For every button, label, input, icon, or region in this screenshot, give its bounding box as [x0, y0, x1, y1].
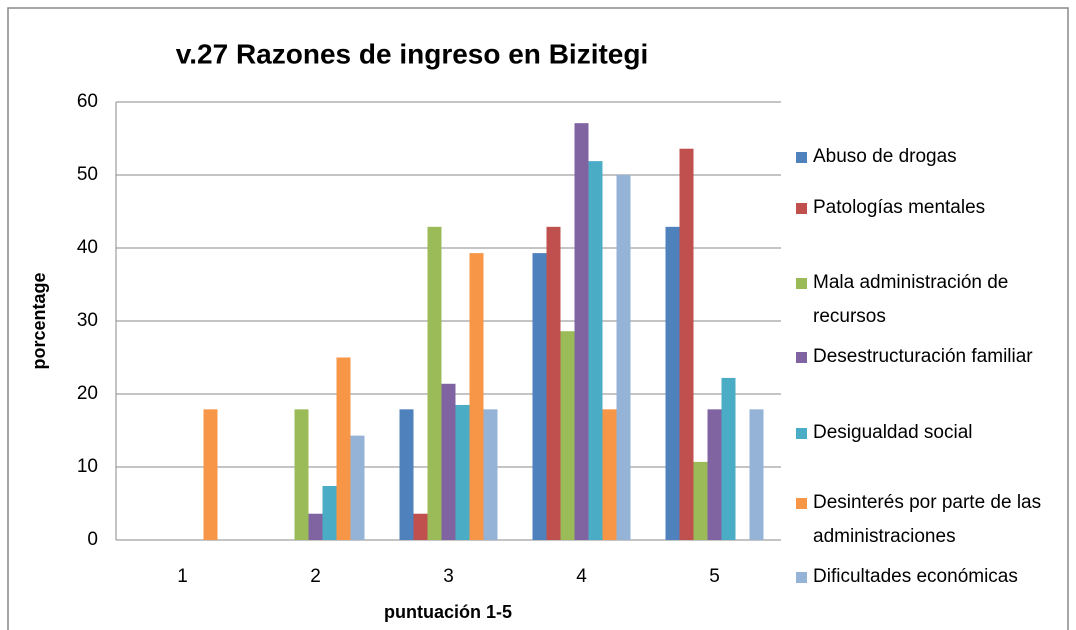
legend-item: Patologías mentales: [796, 191, 1071, 225]
bar: [203, 409, 218, 540]
legend-label: Dificultades económicas: [813, 566, 1018, 587]
bar: [427, 226, 442, 540]
x-tick-label: 1: [177, 566, 188, 587]
bar: [693, 461, 708, 540]
bar: [749, 409, 764, 540]
bar: [350, 435, 365, 540]
bar: [707, 409, 722, 540]
bar: [588, 161, 603, 540]
bar: [616, 175, 631, 540]
y-tick-label: 50: [77, 164, 98, 185]
legend-item: Dificultades económicas: [796, 560, 1071, 594]
legend-item: Abuso de drogas: [796, 140, 1071, 174]
x-tick-label: 2: [310, 566, 321, 587]
legend-item: Desestructuración familiar: [796, 340, 1071, 374]
legend-label: Patologías mentales: [813, 197, 986, 218]
y-axis-label: porcentage: [29, 272, 49, 369]
x-tick-label: 3: [443, 566, 454, 587]
x-axis-label: puntuación 1-5: [384, 602, 512, 622]
legend-item: Desigualdad social: [796, 416, 1071, 450]
legend-item: Desinterés por parte de las administraci…: [796, 486, 1071, 554]
legend-swatch: [796, 152, 807, 163]
bar: [399, 409, 414, 540]
bar: [560, 331, 575, 540]
y-tick-label: 20: [77, 383, 98, 404]
bar: [308, 513, 323, 540]
legend-item: Mala administración de recursos: [796, 266, 1071, 334]
bar: [441, 383, 456, 540]
bar: [721, 377, 736, 540]
legend-swatch: [796, 278, 807, 289]
chart-title: v.27 Razones de ingreso en Bizitegi: [176, 38, 649, 69]
legend-swatch: [796, 352, 807, 363]
x-tick-label: 5: [709, 566, 720, 587]
bar: [413, 513, 428, 540]
legend-label: Mala administración de recursos: [813, 272, 1009, 327]
bar: [574, 123, 589, 541]
y-tick-label: 10: [77, 456, 98, 477]
bar: [546, 226, 561, 540]
y-tick-label: 30: [77, 310, 98, 331]
legend-swatch: [796, 572, 807, 583]
legend-swatch: [796, 428, 807, 439]
x-tick-label: 4: [576, 566, 587, 587]
bar: [455, 404, 470, 540]
y-tick-label: 40: [77, 237, 98, 258]
legend-swatch: [796, 203, 807, 214]
bar: [336, 357, 351, 540]
bar: [469, 253, 484, 541]
bar: [679, 148, 694, 540]
bar: [665, 226, 680, 540]
y-tick-label: 0: [87, 529, 98, 550]
legend-label: Desestructuración familiar: [813, 346, 1033, 367]
legend-label: Desinterés por parte de las administraci…: [813, 492, 1042, 547]
legend-label: Abuso de drogas: [813, 146, 957, 167]
bar: [294, 409, 309, 540]
legend-swatch: [796, 498, 807, 509]
bar: [602, 409, 617, 540]
bar: [532, 253, 547, 541]
y-tick-label: 60: [77, 91, 98, 112]
legend-label: Desigualdad social: [813, 422, 973, 443]
bar: [483, 409, 498, 540]
bar: [322, 485, 337, 540]
